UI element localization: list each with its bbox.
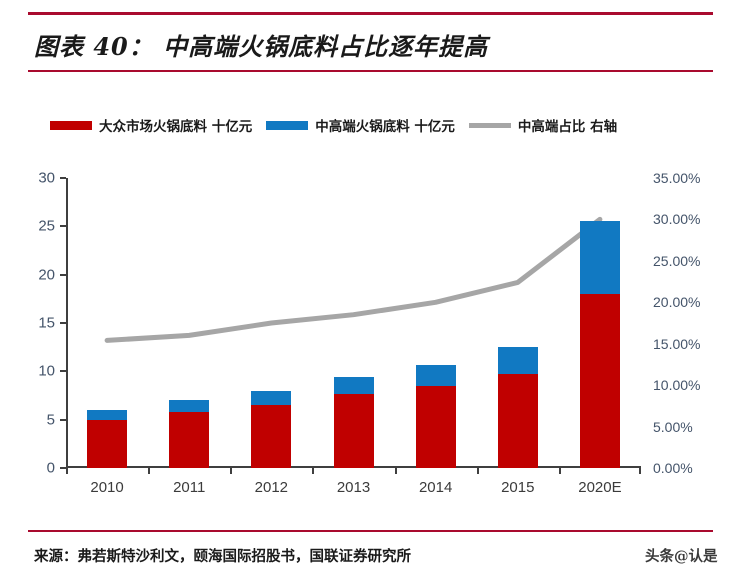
bar-segment-mass-market[interactable]	[579, 294, 620, 468]
legend-item-2[interactable]: 中高端占比 右轴	[468, 115, 618, 135]
bar-column[interactable]	[497, 178, 538, 468]
bar-segment-premium[interactable]	[415, 364, 456, 386]
bar-segment-premium[interactable]	[579, 220, 620, 294]
y-axis-left-label: 25	[38, 217, 55, 235]
x-axis-label: 2012	[254, 479, 289, 496]
plot-inner: 0 5 10 15 20 25 30 0.00% 5.00% 10.00% 15.00% 20.00%…	[38, 170, 700, 497]
y-axis-left-label: 20	[38, 266, 55, 284]
watermark-label: 头条@认是	[645, 547, 718, 565]
bar-segment-mass-market[interactable]	[169, 411, 210, 468]
y-axis-left-label: 5	[46, 411, 55, 429]
bar-segment-mass-market[interactable]	[87, 419, 128, 468]
y-axis-left-tick	[60, 177, 66, 179]
page-title: 图表 40： 中高端火锅底料占比逐年提高	[34, 31, 489, 61]
y-axis-left-tick	[60, 370, 66, 373]
bar-segment-mass-market[interactable]	[497, 374, 538, 468]
bar-segment-premium[interactable]	[87, 410, 128, 420]
y-axis-right-label: 15.00%	[653, 335, 701, 352]
y-axis-left	[66, 178, 68, 468]
x-axis-tick	[312, 468, 315, 474]
y-axis-right-label: 35.00%	[653, 170, 701, 186]
bar-segment-mass-market[interactable]	[251, 405, 292, 468]
legend-label: 大众市场火锅底料 十亿元	[99, 119, 253, 135]
bar-segment-premium[interactable]	[169, 400, 210, 412]
x-axis-label: 2014	[418, 479, 453, 496]
legend-swatch-icon	[266, 120, 309, 130]
y-axis-right-label: 20.00%	[653, 294, 701, 311]
bar-segment-premium[interactable]	[251, 390, 292, 406]
y-axis-left-tick	[60, 322, 66, 324]
y-axis-left-tick	[60, 273, 66, 276]
legend-swatch-icon	[50, 120, 92, 130]
y-axis-right-label: 0.00%	[653, 460, 693, 476]
title-rule-top	[28, 12, 713, 15]
y-axis-left-tick	[60, 467, 66, 469]
x-axis-tick	[66, 468, 68, 474]
x-axis-tick	[558, 468, 561, 474]
x-axis-label: 2010	[90, 479, 124, 496]
chart-plot-area: 0 5 10 15 20 25 30 0.00% 5.00% 10.00% 15.00% 20.00%…	[38, 170, 700, 497]
bar-segment-mass-market[interactable]	[415, 385, 456, 468]
y-axis-left-label: 10	[38, 362, 55, 380]
bar-segment-premium[interactable]	[497, 347, 538, 375]
legend-swatch-icon	[468, 122, 511, 128]
x-axis-tick	[148, 468, 151, 474]
bar-column[interactable]	[579, 178, 620, 468]
y-axis-right-label: 25.00%	[653, 252, 701, 269]
x-axis-label: 2013	[336, 479, 371, 496]
title-rule-bottom	[28, 70, 713, 72]
x-axis-label: 2015	[501, 479, 535, 496]
bar-column[interactable]	[333, 178, 374, 468]
bar-segment-premium[interactable]	[333, 377, 374, 394]
legend-label: 中高端占比 右轴	[517, 119, 618, 135]
chart-legend: 大众市场火锅底料 十亿元 中高端火锅底料 十亿元 中高端占比 右轴	[50, 112, 710, 138]
x-axis-tick	[476, 468, 479, 474]
x-axis-label: 2020E	[578, 479, 622, 496]
legend-item-0[interactable]: 大众市场火锅底料 十亿元	[50, 115, 252, 135]
x-axis-tick	[639, 468, 641, 474]
bar-column[interactable]	[251, 178, 292, 468]
bar-column[interactable]	[169, 178, 210, 468]
x-axis-label: 2011	[173, 479, 206, 496]
y-axis-right-label: 10.00%	[653, 377, 701, 394]
y-axis-right-label: 30.00%	[653, 211, 701, 228]
x-axis-tick	[230, 468, 233, 474]
y-axis-left-label: 15	[38, 314, 55, 332]
y-axis-left-tick	[60, 418, 66, 421]
y-axis-left-tick	[60, 225, 66, 228]
y-axis-left-label: 30	[38, 169, 55, 187]
bar-segment-mass-market[interactable]	[333, 393, 374, 468]
source-note: 来源：弗若斯特沙利文，颐海国际招股书，国联证券研究所	[34, 547, 411, 565]
footer-rule	[28, 530, 713, 532]
y-axis-left-label: 0	[46, 459, 55, 477]
bar-column[interactable]	[415, 178, 456, 468]
legend-item-1[interactable]: 中高端火锅底料 十亿元	[266, 115, 455, 135]
y-axis-right-label: 5.00%	[653, 418, 693, 435]
legend-label: 中高端火锅底料 十亿元	[315, 119, 455, 135]
x-axis-tick	[394, 468, 397, 474]
bar-column[interactable]	[87, 178, 128, 468]
